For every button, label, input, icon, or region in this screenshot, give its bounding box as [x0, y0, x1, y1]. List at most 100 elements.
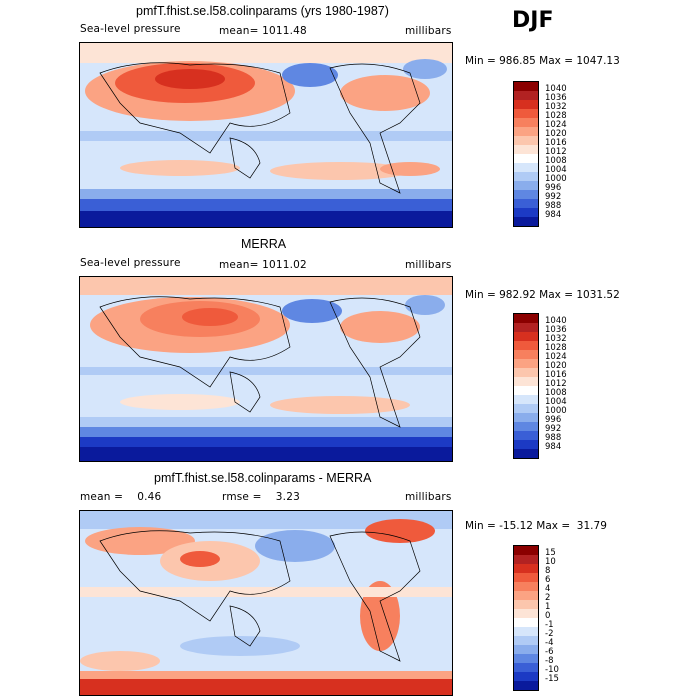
colorbar-cell	[514, 136, 538, 145]
colorbar-level-label: 1040	[545, 84, 567, 94]
colorbar-level-label: 1004	[545, 397, 567, 407]
colorbar-cell	[514, 368, 538, 377]
colorbar-cell	[514, 350, 538, 359]
colorbar-cell	[514, 190, 538, 199]
colorbar-cell	[514, 582, 538, 591]
colorbar-cell	[514, 100, 538, 109]
colorbar-level-label: 1004	[545, 165, 567, 175]
colorbar-level-label: -15	[545, 674, 559, 684]
colorbar-cell	[514, 404, 538, 413]
colorbar-level-label: 984	[545, 210, 562, 220]
colorbar-level-label: 1028	[545, 111, 567, 121]
colorbar-cell	[514, 449, 538, 458]
panel-1-colorbar	[513, 81, 539, 227]
colorbar-level-label: 10	[545, 557, 556, 567]
colorbar-cell	[514, 181, 538, 190]
colorbar-cell	[514, 663, 538, 672]
panel-3-map	[79, 510, 453, 696]
colorbar-level-label: -1	[545, 620, 554, 630]
colorbar-level-label: 8	[545, 566, 551, 576]
colorbar-level-label: 1032	[545, 102, 567, 112]
colorbar-level-label: 1000	[545, 406, 567, 416]
colorbar-level-label: 992	[545, 424, 562, 434]
colorbar-level-label: 1036	[545, 93, 567, 103]
colorbar-cell	[514, 341, 538, 350]
colorbar-cell	[514, 314, 538, 323]
colorbar-level-label: 4	[545, 584, 551, 594]
colorbar-level-label: 15	[545, 548, 556, 558]
colorbar-level-label: 996	[545, 415, 562, 425]
colorbar-level-label: 1020	[545, 361, 567, 371]
season-label: DJF	[512, 8, 554, 33]
colorbar-cell	[514, 573, 538, 582]
colorbar-cell	[514, 681, 538, 690]
colorbar-level-label: 984	[545, 442, 562, 452]
colorbar-level-label: -10	[545, 665, 559, 675]
colorbar-level-label: 1028	[545, 343, 567, 353]
colorbar-level-label: 0	[545, 611, 551, 621]
colorbar-cell	[514, 208, 538, 217]
colorbar-level-label: 1	[545, 602, 551, 612]
panel-2-mean-label: mean= 1011.02	[219, 259, 307, 271]
colorbar-level-label: 988	[545, 433, 562, 443]
panel-2-variable-label: Sea-level pressure	[80, 257, 181, 269]
colorbar-level-label: 1016	[545, 138, 567, 148]
colorbar-level-label: 988	[545, 201, 562, 211]
colorbar-level-label: -4	[545, 638, 554, 648]
colorbar-cell	[514, 377, 538, 386]
colorbar-level-label: 1032	[545, 334, 567, 344]
panel-1-minmax: Min = 986.85 Max = 1047.13	[465, 55, 620, 67]
colorbar-cell	[514, 413, 538, 422]
panel-2-title: MERRA	[241, 237, 287, 251]
panel-3-colorbar-labels: 15 10 8 6 4 2 1 0 -1 -2 -4 -6 -8 -10 -15	[545, 545, 585, 691]
panel-1-mean-label: mean= 1011.48	[219, 25, 307, 37]
colorbar-cell	[514, 332, 538, 341]
panel-1-units-label: millibars	[405, 25, 452, 37]
panel-3-mean-label: mean = 0.46	[80, 491, 162, 503]
colorbar-level-label: 1036	[545, 325, 567, 335]
panel-2-colorbar-labels: 1040 1036 1032 1028 1024 1020 1016 1012 1008 1004…	[545, 313, 585, 459]
colorbar-cell	[514, 618, 538, 627]
panel-3-rmse-label: rmse = 3.23	[222, 491, 300, 503]
panel-1-map	[79, 42, 453, 228]
colorbar-level-label: 1024	[545, 352, 567, 362]
colorbar-cell	[514, 217, 538, 226]
colorbar-level-label: -8	[545, 656, 554, 666]
panel-3-colorbar	[513, 545, 539, 691]
colorbar-cell	[514, 422, 538, 431]
colorbar-cell	[514, 163, 538, 172]
colorbar-level-label: 1008	[545, 388, 567, 398]
colorbar-cell	[514, 636, 538, 645]
panel-1-field	[80, 43, 452, 227]
panel-1-colorbar-labels: 1040 1036 1032 1028 1024 1020 1016 1012 1008 1004…	[545, 81, 585, 227]
panel-2-field	[80, 277, 452, 461]
colorbar-cell	[514, 323, 538, 332]
colorbar-level-label: 1040	[545, 316, 567, 326]
colorbar-cell	[514, 609, 538, 618]
colorbar-level-label: 1020	[545, 129, 567, 139]
colorbar-level-label: 1012	[545, 379, 567, 389]
colorbar-cell	[514, 627, 538, 636]
panel-2-units-label: millibars	[405, 259, 452, 271]
colorbar-level-label: 1000	[545, 174, 567, 184]
colorbar-cell	[514, 672, 538, 681]
panel-3-units-label: millibars	[405, 491, 452, 503]
colorbar-level-label: 992	[545, 192, 562, 202]
panel-3-minmax: Min = -15.12 Max = 31.79	[465, 520, 607, 532]
colorbar-level-label: -6	[545, 647, 554, 657]
panel-3-title: pmfT.fhist.se.l58.colinparams - MERRA	[154, 471, 372, 485]
colorbar-level-label: -2	[545, 629, 554, 639]
colorbar-cell	[514, 386, 538, 395]
colorbar-cell	[514, 546, 538, 555]
colorbar-cell	[514, 91, 538, 100]
panel-2-colorbar	[513, 313, 539, 459]
panel-3-field	[80, 511, 452, 695]
colorbar-cell	[514, 172, 538, 181]
colorbar-cell	[514, 555, 538, 564]
colorbar-level-label: 1024	[545, 120, 567, 130]
panel-1-title: pmfT.fhist.se.l58.colinparams (yrs 1980-…	[136, 4, 389, 18]
panel-1-variable-label: Sea-level pressure	[80, 23, 181, 35]
colorbar-cell	[514, 154, 538, 163]
colorbar-level-label: 2	[545, 593, 551, 603]
colorbar-cell	[514, 127, 538, 136]
